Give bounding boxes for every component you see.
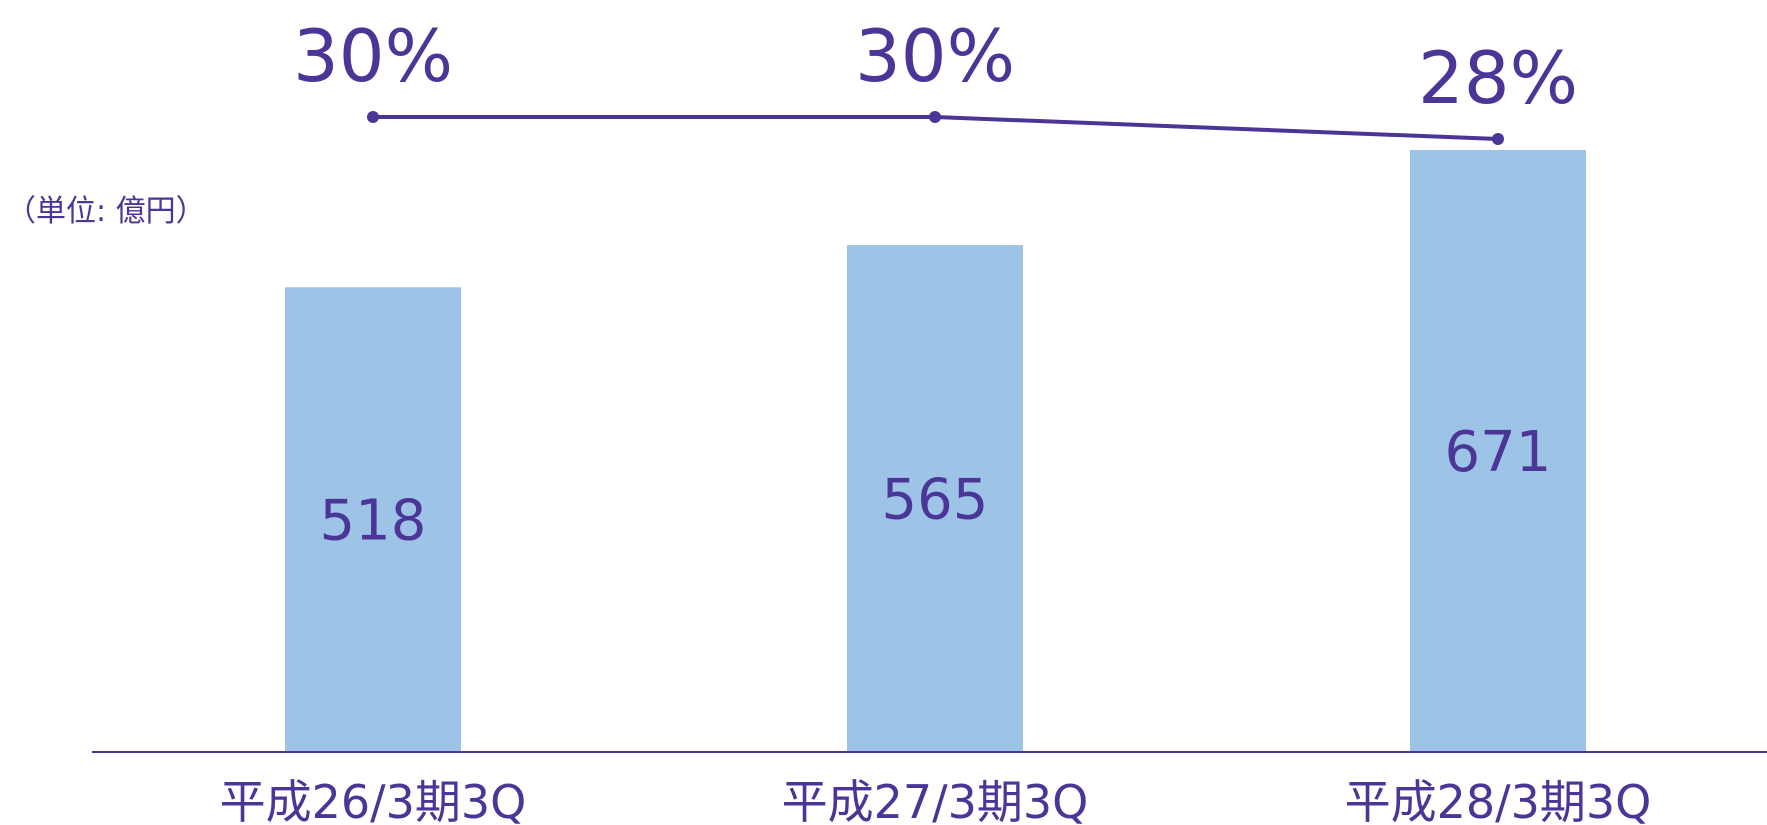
bar-3 [1410,150,1586,752]
category-label-3: 平成28/3期3Q [1345,775,1652,825]
ratio-label-3: 28% [1418,36,1578,120]
bar-1 [285,287,461,752]
ratio-point-3 [1492,133,1504,145]
bar-value-label-1: 518 [320,489,427,554]
ratio-label-1: 30% [293,14,453,98]
bar-value-label-3: 671 [1445,420,1552,485]
category-label-1: 平成26/3期3Q [220,775,527,825]
bar-2 [847,245,1023,752]
unit-label: （単位: 億円） [6,194,206,229]
ratio-point-2 [929,111,941,123]
bar-value-label-2: 565 [882,468,989,533]
ratio-label-2: 30% [855,14,1015,98]
ratio-point-1 [367,111,379,123]
category-label-2: 平成27/3期3Q [782,775,1089,825]
